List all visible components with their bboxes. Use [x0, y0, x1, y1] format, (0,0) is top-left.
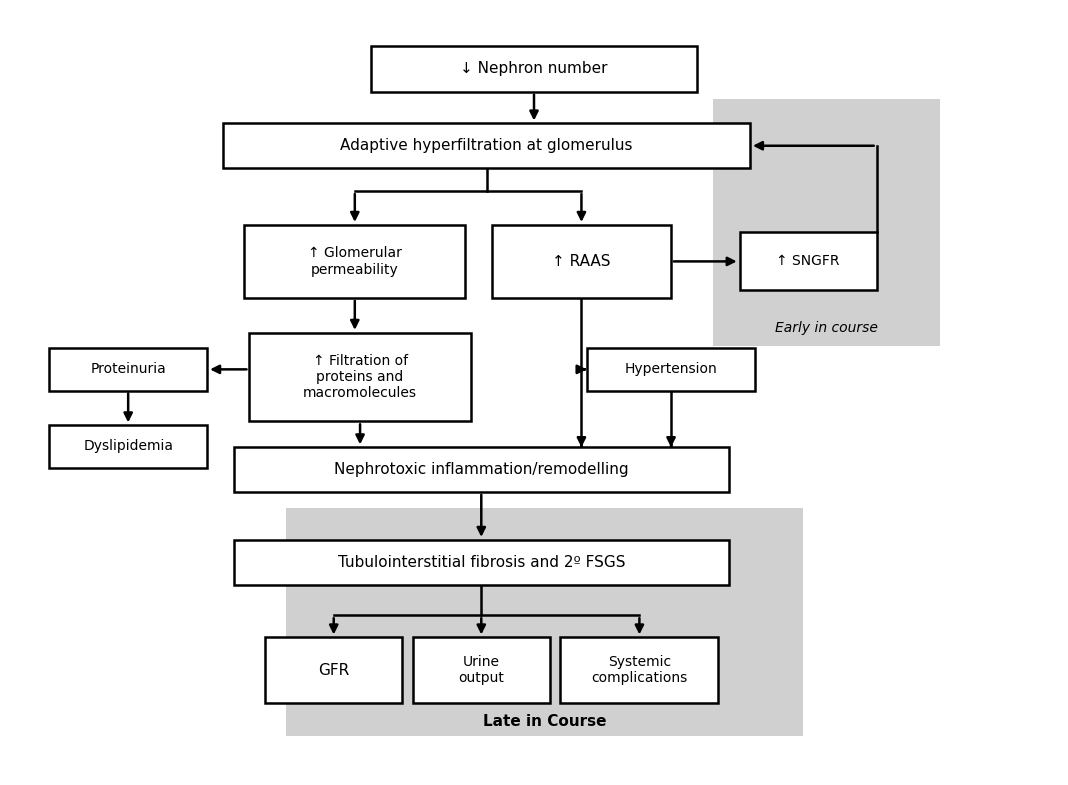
Text: ↑ RAAS: ↑ RAAS — [552, 254, 611, 269]
Text: Tubulointerstitial fibrosis and 2º FSGS: Tubulointerstitial fibrosis and 2º FSGS — [337, 555, 625, 570]
Text: ↑ SNGFR: ↑ SNGFR — [776, 254, 839, 268]
Text: Urine
output: Urine output — [458, 655, 504, 685]
Text: Late in Course: Late in Course — [483, 714, 607, 729]
Text: Proteinuria: Proteinuria — [91, 363, 166, 376]
Text: ↓ Nephron number: ↓ Nephron number — [460, 61, 608, 76]
Text: Dyslipidemia: Dyslipidemia — [83, 440, 173, 454]
FancyBboxPatch shape — [223, 123, 750, 168]
FancyBboxPatch shape — [713, 100, 940, 346]
Text: Early in course: Early in course — [774, 320, 878, 334]
FancyBboxPatch shape — [245, 225, 466, 298]
FancyBboxPatch shape — [371, 46, 697, 92]
FancyBboxPatch shape — [265, 637, 403, 703]
Text: GFR: GFR — [318, 663, 349, 677]
Text: ↑ Filtration of
proteins and
macromolecules: ↑ Filtration of proteins and macromolecu… — [303, 354, 418, 400]
FancyBboxPatch shape — [250, 333, 471, 422]
FancyBboxPatch shape — [492, 225, 671, 298]
Text: Hypertension: Hypertension — [625, 363, 718, 376]
FancyBboxPatch shape — [49, 349, 207, 391]
FancyBboxPatch shape — [234, 447, 729, 492]
FancyBboxPatch shape — [561, 637, 719, 703]
Text: Adaptive hyperfiltration at glomerulus: Adaptive hyperfiltration at glomerulus — [341, 138, 633, 153]
FancyBboxPatch shape — [586, 349, 755, 391]
Text: ↑ Glomerular
permeability: ↑ Glomerular permeability — [308, 246, 402, 276]
Text: Systemic
complications: Systemic complications — [592, 655, 688, 685]
Text: Nephrotoxic inflammation/remodelling: Nephrotoxic inflammation/remodelling — [334, 462, 629, 477]
FancyBboxPatch shape — [49, 425, 207, 468]
FancyBboxPatch shape — [286, 508, 803, 736]
FancyBboxPatch shape — [739, 232, 877, 290]
FancyBboxPatch shape — [412, 637, 550, 703]
FancyBboxPatch shape — [234, 540, 729, 585]
